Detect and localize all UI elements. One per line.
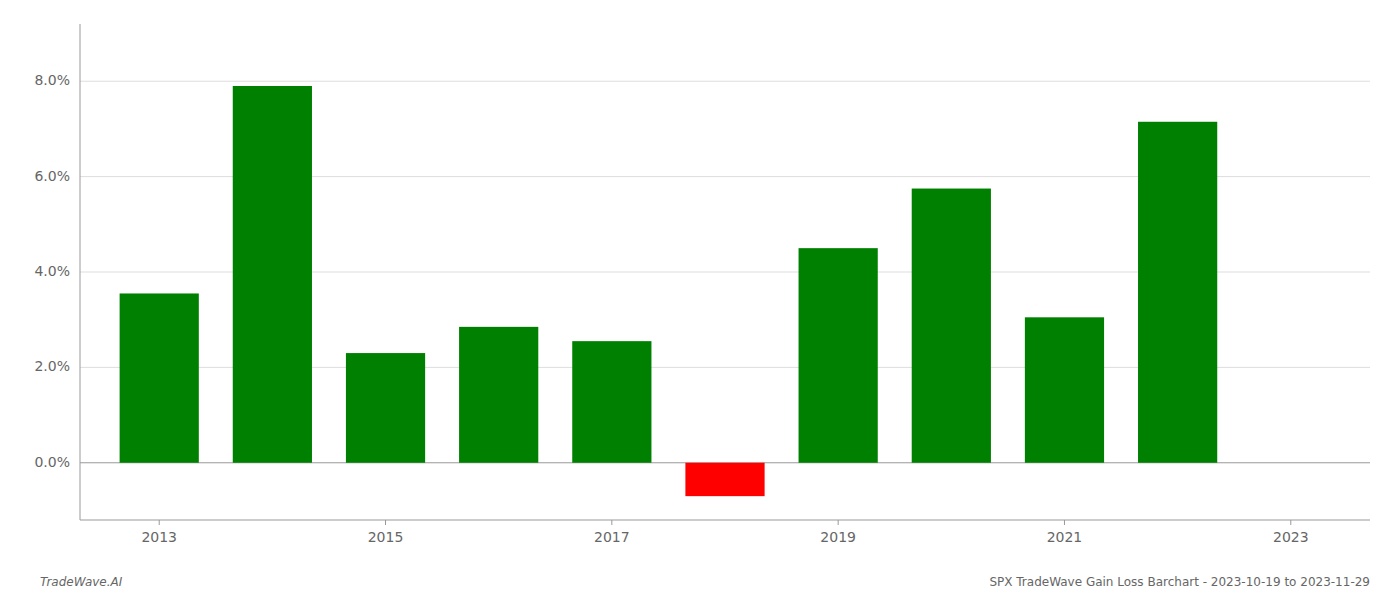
footer-right: SPX TradeWave Gain Loss Barchart - 2023-… [989,575,1370,589]
bar [799,248,878,463]
x-tick-label: 2019 [820,529,856,545]
bar [233,86,312,463]
y-axis-line [80,24,81,520]
y-tick-label: 4.0% [34,263,70,279]
y-tick-label: 2.0% [34,358,70,374]
bar [346,353,425,463]
y-tick-label: 8.0% [34,72,70,88]
y-grid [80,81,1370,463]
x-tick-label: 2021 [1047,529,1083,545]
x-axis-line [80,520,1370,521]
x-tick [1290,520,1291,525]
x-ticks: 2013 2015 2017 2019 2021 2023 [141,520,1308,545]
chart-container: 0.0% 2.0% 4.0% 6.0% 8.0% 2013 2015 2017 2019 2021… [0,0,1400,600]
footer-left: TradeWave.AI [40,575,123,589]
grid-line [80,81,1370,82]
bar [120,293,199,462]
y-tick-labels: 0.0% 2.0% 4.0% 6.0% 8.0% [34,72,70,470]
bar [1138,122,1217,463]
x-tick-label: 2017 [594,529,630,545]
x-tick-label: 2023 [1273,529,1309,545]
bars [120,86,1218,496]
axes [80,24,1370,520]
bar [1025,317,1104,462]
x-tick [385,520,386,525]
y-tick-label: 0.0% [34,454,70,470]
chart-svg: 0.0% 2.0% 4.0% 6.0% 8.0% 2013 2015 2017 2019 2021… [0,0,1400,600]
bar [572,341,651,463]
bar [685,463,764,496]
x-tick-label: 2015 [368,529,404,545]
x-tick-label: 2013 [141,529,177,545]
y-tick-label: 6.0% [34,168,70,184]
x-tick [838,520,839,525]
bar [912,189,991,463]
x-tick [611,520,612,525]
x-tick [1064,520,1065,525]
bar [459,327,538,463]
x-tick [159,520,160,525]
